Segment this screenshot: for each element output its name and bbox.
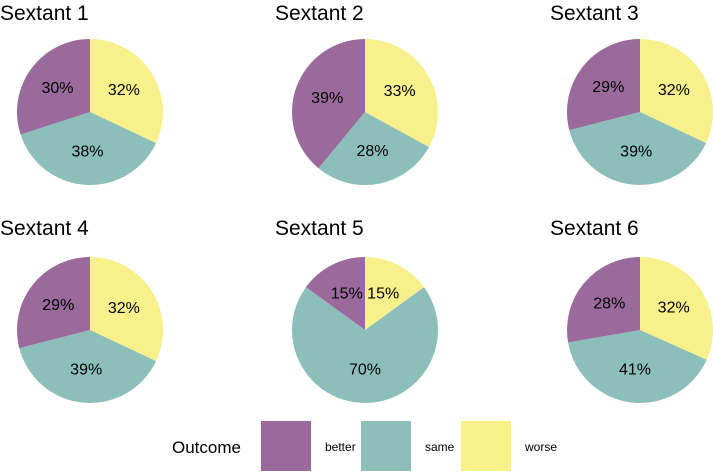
pie-slice-same [568,330,707,403]
pie-slice-worse [640,257,713,360]
pie-panel-1: Sextant 1 32% 38% 30% [0,2,163,186]
pie-slice-better [16,39,91,135]
slice-label-same: 39% [70,362,102,379]
pie-slice-worse [90,39,163,144]
slice-label-same: 70% [349,362,381,379]
panel-title: Sextant 4 [0,217,89,240]
pie-slice-worse [365,38,439,148]
panel-title: Sextant 1 [0,2,89,25]
slice-label-better: 15% [331,286,363,303]
slice-label-same: 41% [619,361,651,378]
slice-label-worse: 15% [367,286,399,303]
pie-slice-same [318,112,429,186]
pie-slice-same [20,112,157,186]
legend-title: Outcome [172,438,241,457]
slice-label-worse: 32% [658,300,690,317]
pie-slice-better [566,39,640,131]
legend: Outcome better same worse [172,421,557,471]
panel-title: Sextant 5 [275,217,364,240]
pie-panel-4: Sextant 4 32% 39% 29% [0,217,163,403]
pie-slice-better [16,257,90,349]
pie-slice-better [567,257,640,343]
panel-title: Sextant 3 [550,2,639,25]
pie-slice-same [569,112,707,185]
slice-label-better: 39% [311,90,343,107]
pie-panel-3: Sextant 3 32% 39% 29% [550,2,713,185]
slice-label-better: 29% [42,297,74,314]
pie-panel-2: Sextant 2 33% 28% 39% [275,2,439,186]
slice-label-better: 28% [593,296,625,313]
slice-label-same: 28% [356,143,388,160]
slice-label-better: 30% [41,80,73,97]
pie-slice-worse [365,257,425,330]
pie-slice-worse [640,39,713,144]
slice-label-worse: 32% [658,82,690,99]
pie-slice-same [292,287,438,403]
panel-title: Sextant 6 [550,217,639,240]
legend-key-worse [461,421,511,471]
legend-key-same [361,421,411,471]
slice-label-worse: 32% [108,300,140,317]
slice-label-same: 39% [620,144,652,161]
legend-key-better [261,421,311,471]
slice-label-worse: 33% [384,83,416,100]
pie-panels: Sextant 132%38%30%Sextant 233%28%39%Sext… [0,2,713,403]
pie-slice-same [19,330,157,403]
slice-label-same: 38% [71,144,103,161]
pie-panel-6: Sextant 6 32% 41% 28% [550,217,713,403]
legend-label-better: better [325,440,356,454]
pie-slice-worse [90,257,163,362]
slice-label-worse: 32% [108,82,140,99]
panel-title: Sextant 2 [275,2,364,25]
legend-label-same: same [425,440,455,454]
slice-label-better: 29% [592,79,624,96]
legend-label-worse: worse [524,440,557,454]
pie-slice-better [291,39,365,169]
pie-panel-5: Sextant 5 15% 70% 15% [275,217,438,403]
pie-slice-better [305,257,365,330]
